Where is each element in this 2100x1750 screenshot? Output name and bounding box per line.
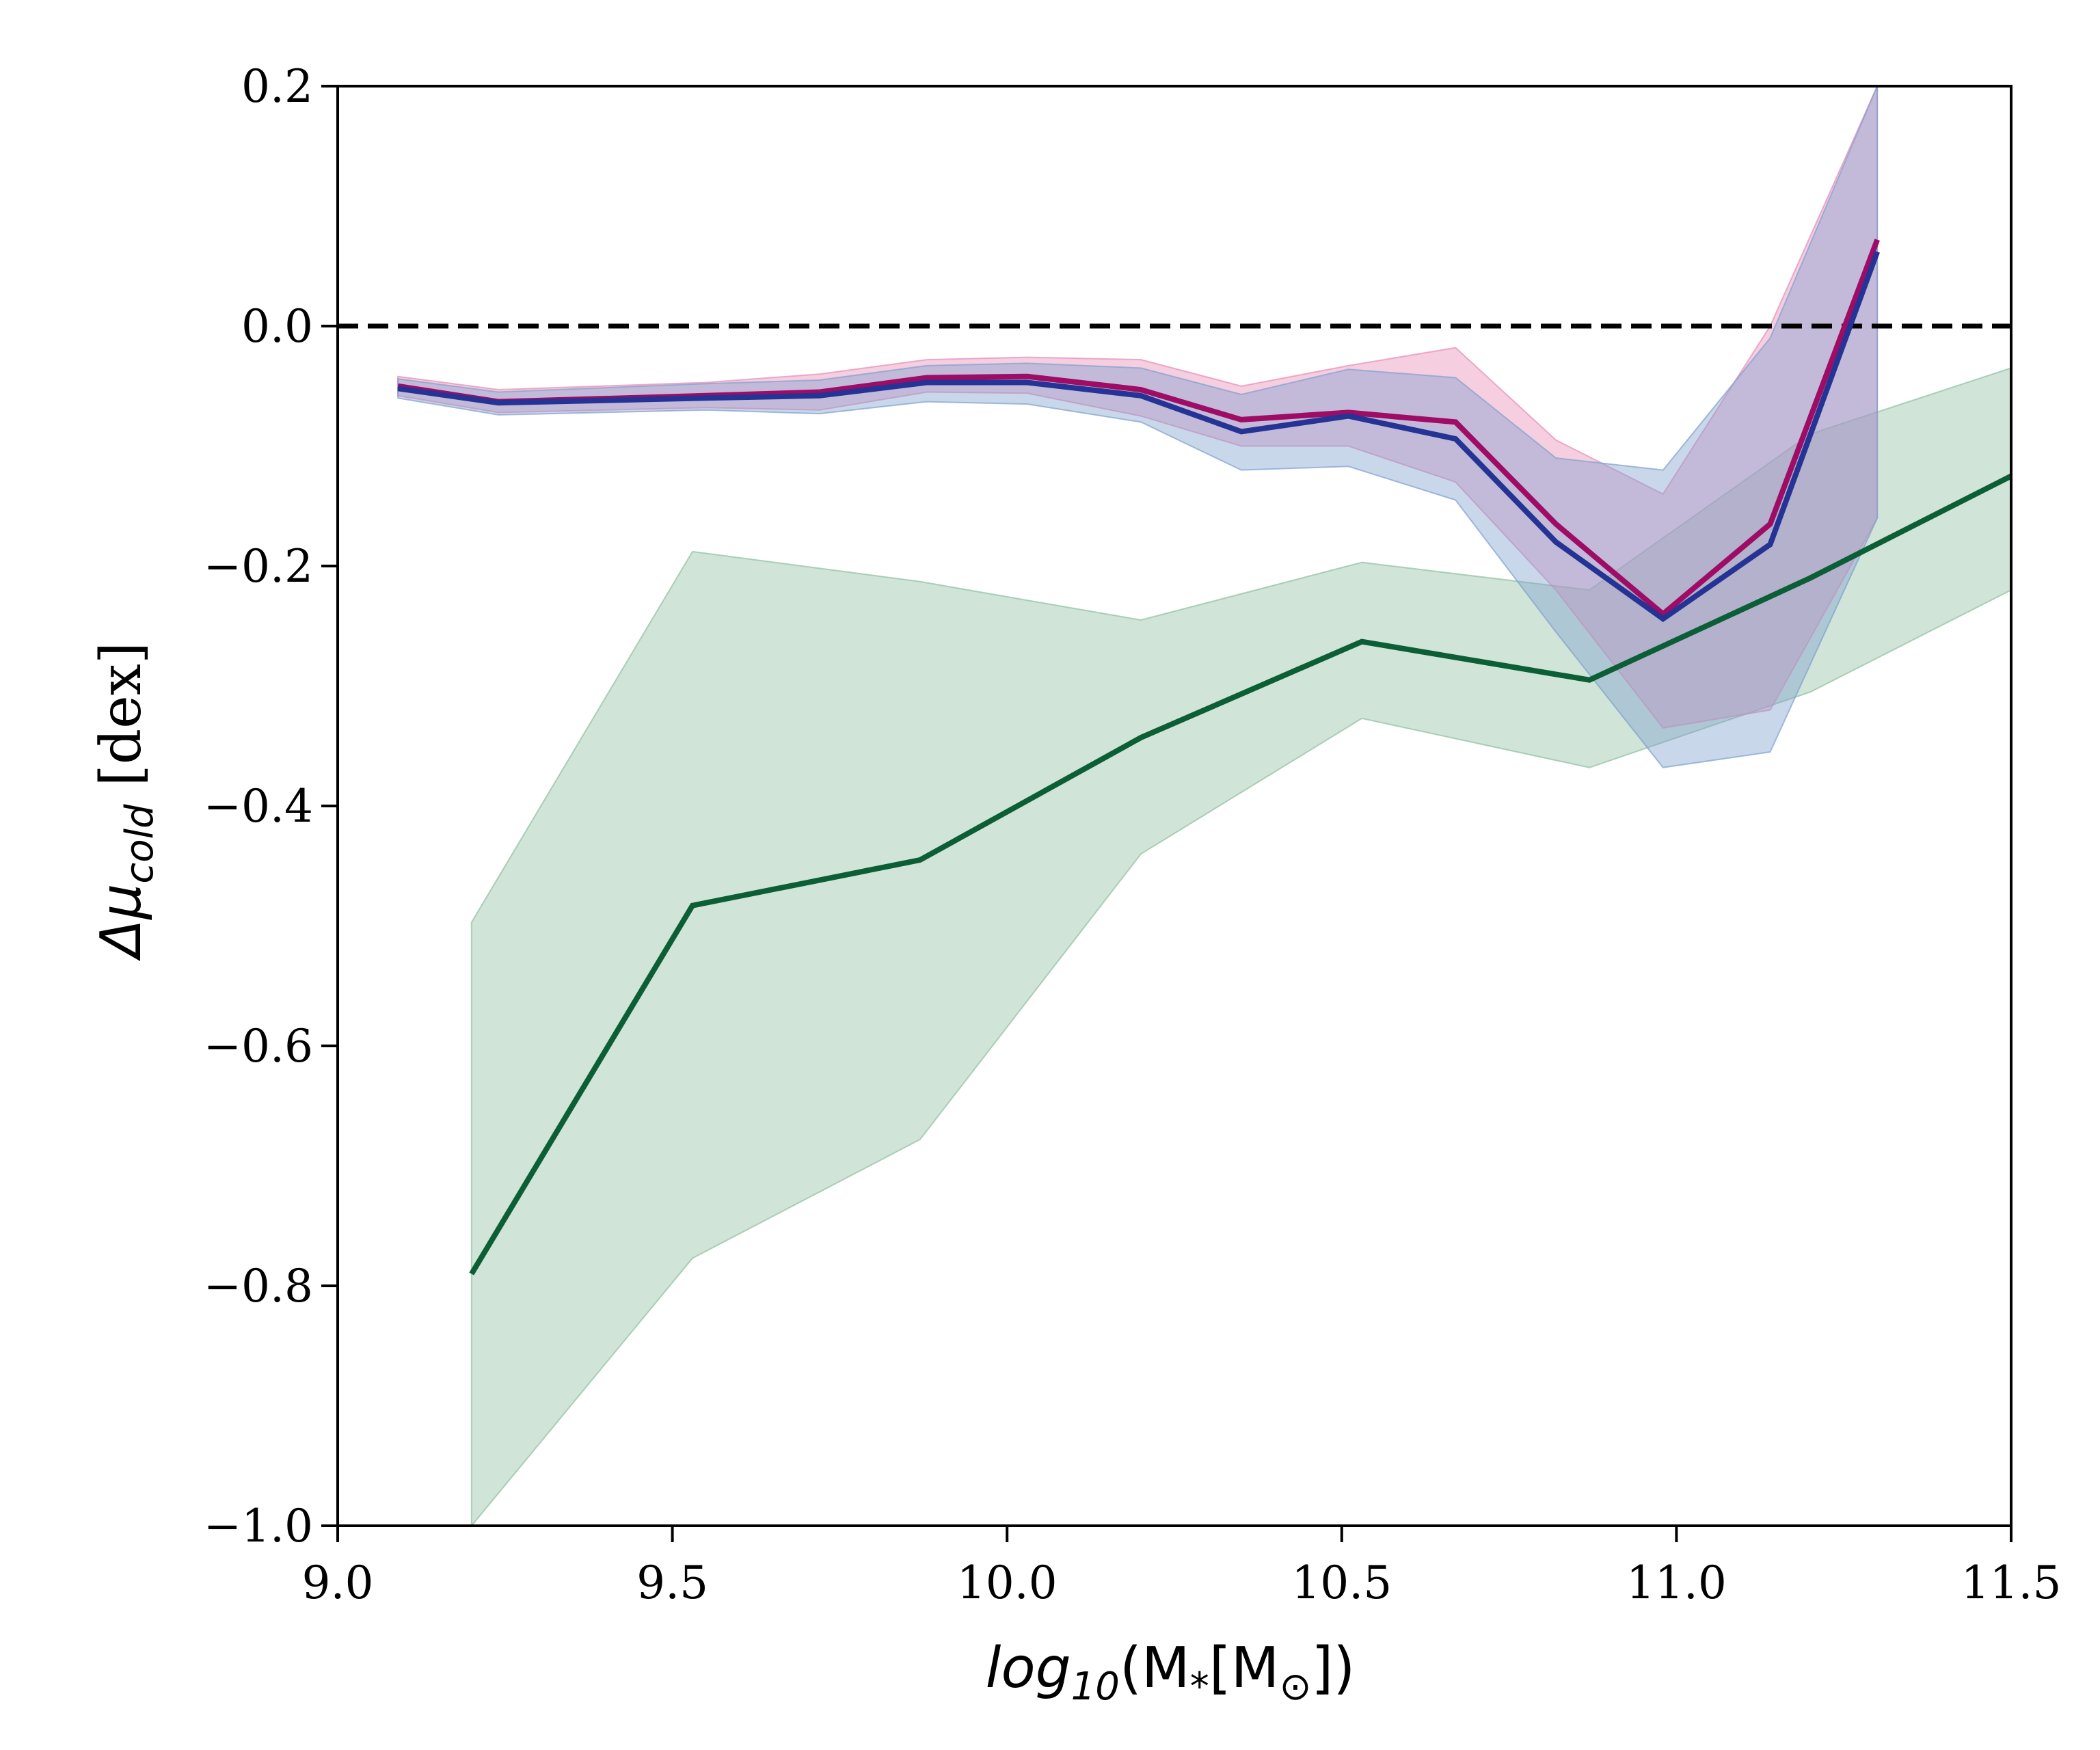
x-tick-label: 11.0 bbox=[1626, 1557, 1727, 1609]
band-blue bbox=[397, 85, 1879, 768]
y-tick-label: −0.4 bbox=[204, 780, 313, 833]
x-tick-label: 9.0 bbox=[302, 1557, 374, 1609]
y-tick-label: 0.0 bbox=[241, 300, 313, 353]
y-axis-ticks: 0.2 0.0 −0.2 −0.4 −0.6 −0.8 −1.0 bbox=[204, 60, 338, 1552]
line-blue bbox=[397, 250, 1880, 623]
confidence-bands bbox=[397, 85, 2012, 1528]
x-axis-ticks: 9.0 9.5 10.0 10.5 11.0 11.5 bbox=[302, 1526, 2062, 1609]
y-tick-label: −0.8 bbox=[204, 1260, 313, 1312]
x-tick-label: 9.5 bbox=[636, 1557, 708, 1609]
series-lines bbox=[397, 239, 2012, 1276]
y-tick-label: −0.2 bbox=[204, 540, 313, 593]
x-tick-label: 11.5 bbox=[1961, 1557, 2062, 1609]
x-tick-label: 10.0 bbox=[957, 1557, 1058, 1609]
x-axis-label: log10(M*[M⊙]) bbox=[986, 1636, 1356, 1709]
y-tick-label: −1.0 bbox=[204, 1500, 313, 1552]
x-tick-label: 10.5 bbox=[1291, 1557, 1392, 1609]
y-tick-label: 0.2 bbox=[241, 60, 313, 113]
line-green bbox=[469, 473, 2012, 1276]
y-tick-label: −0.6 bbox=[204, 1020, 313, 1073]
y-axis-label: Δμcold [dex] bbox=[89, 642, 162, 962]
